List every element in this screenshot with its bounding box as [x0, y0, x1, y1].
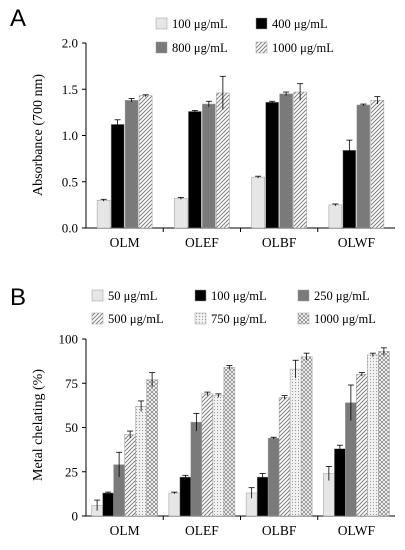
- panel-b-bar: [212, 395, 225, 517]
- panel-b-legend-swatch: [91, 289, 104, 302]
- panel-a-bar: [279, 93, 293, 229]
- panel-b-ytick-label: 50: [65, 420, 78, 435]
- panel-b-bar: [179, 476, 192, 517]
- panel-b-bar: [223, 367, 236, 517]
- panel-a-bar: [251, 176, 265, 229]
- panel-a-bar: [202, 103, 216, 229]
- panel-a-bar: [110, 124, 125, 229]
- panel-a-legend-swatch: [255, 41, 268, 54]
- panel-a-category-label: OLBF: [262, 235, 297, 250]
- panel-a-category-label: OLM: [110, 235, 140, 250]
- panel-b-bar: [378, 351, 390, 517]
- panel-a-bar: [370, 100, 385, 229]
- panel-a-legend-label: 800 μg/mL: [172, 41, 228, 55]
- panel-b-ytick-label: 25: [65, 464, 78, 479]
- panel-letter-a: A: [10, 5, 26, 32]
- panel-a-bar: [342, 150, 357, 229]
- panel-a-legend-swatch: [255, 17, 268, 30]
- panel-b-chart: 0 25 50 75 100 OLM OLEF OLBF OLWF 50 μg/mL 100 μg/…: [59, 289, 395, 538]
- panel-b-legend-label: 500 μg/mL: [108, 312, 164, 326]
- panel-a-bar: [216, 92, 230, 229]
- panel-b-ytick-label: 75: [65, 376, 78, 391]
- panel-b-bar: [367, 354, 379, 517]
- panel-a-bar: [265, 101, 279, 229]
- panel-b-bar: [300, 356, 313, 517]
- panel-a-bar: [124, 100, 139, 229]
- panel-b-legend-swatch: [194, 289, 207, 302]
- panel-a-chart: 0.0 0.5 1.0 1.5 2.0 OLM OLEF OLBF OLWF 100 μg/mL 4…: [62, 17, 395, 250]
- panel-b-ytick-label: 100: [59, 332, 79, 347]
- panel-b-ylabel: Metal chelating (%): [31, 369, 46, 481]
- panel-a-category-label: OLWF: [338, 235, 376, 250]
- panel-b-legend-swatch: [297, 289, 310, 302]
- panel-b-bar: [334, 448, 346, 517]
- panel-b-bar: [102, 492, 114, 517]
- panel-b-legend-swatch: [91, 312, 104, 325]
- panel-b-bar: [289, 368, 302, 517]
- panel-a-bar: [188, 111, 202, 229]
- panel-letter-b: B: [10, 284, 26, 311]
- panel-a-ytick-label: 1.5: [62, 82, 78, 97]
- panel-a-legend-label: 400 μg/mL: [272, 17, 328, 31]
- panel-b-bar: [135, 406, 147, 517]
- panel-b-category-label: OLM: [110, 523, 140, 538]
- panel-a-ylabel: Absorbance (700 nm): [31, 74, 46, 196]
- panel-b-bar: [278, 397, 291, 517]
- panel-a-legend-label: 1000 μg/mL: [272, 41, 334, 55]
- panel-a-ytick-label: 0.5: [62, 174, 78, 189]
- panel-b-ytick-label: 0: [72, 509, 79, 524]
- panel-b-bar: [168, 492, 181, 517]
- panel-b-bar: [256, 476, 269, 517]
- panel-b-legend-label: 250 μg/mL: [314, 289, 370, 303]
- panel-a-bar: [328, 204, 343, 229]
- panel-b-legend-swatch: [297, 312, 310, 325]
- panel-b-legend-swatch: [194, 312, 207, 325]
- panel-a-legend-swatch: [155, 41, 168, 54]
- panel-b-legend-label: 750 μg/mL: [211, 312, 267, 326]
- panel-a-bar: [356, 104, 371, 229]
- panel-b-category-label: OLBF: [262, 523, 297, 538]
- panel-b-legend-label: 1000 μg/mL: [314, 312, 376, 326]
- panel-b-bar: [190, 421, 203, 517]
- panel-b-bar: [356, 374, 368, 517]
- panel-b-legend-label: 50 μg/mL: [108, 289, 157, 303]
- panel-a-bar: [174, 198, 188, 229]
- panel-a-ytick-label: 2.0: [62, 36, 78, 51]
- panel-b-bar: [146, 379, 158, 517]
- panel-a-bar: [96, 200, 111, 229]
- panel-a-bar: [138, 95, 153, 229]
- panel-b-legend-label: 100 μg/mL: [211, 289, 267, 303]
- panel-b-category-label: OLWF: [338, 523, 376, 538]
- panel-b-bar: [267, 437, 280, 517]
- panel-a-category-label: OLEF: [185, 235, 219, 250]
- panel-b-bar: [124, 434, 136, 517]
- panel-a-legend-swatch: [155, 17, 168, 30]
- panel-b-category-label: OLEF: [185, 523, 219, 538]
- panel-a-ytick-label: 1.0: [62, 128, 78, 143]
- panel-a-bar: [293, 91, 307, 229]
- panel-a-ytick-label: 0.0: [62, 221, 78, 236]
- panel-b-bar: [201, 393, 214, 517]
- panel-a-legend-label: 100 μg/mL: [172, 17, 228, 31]
